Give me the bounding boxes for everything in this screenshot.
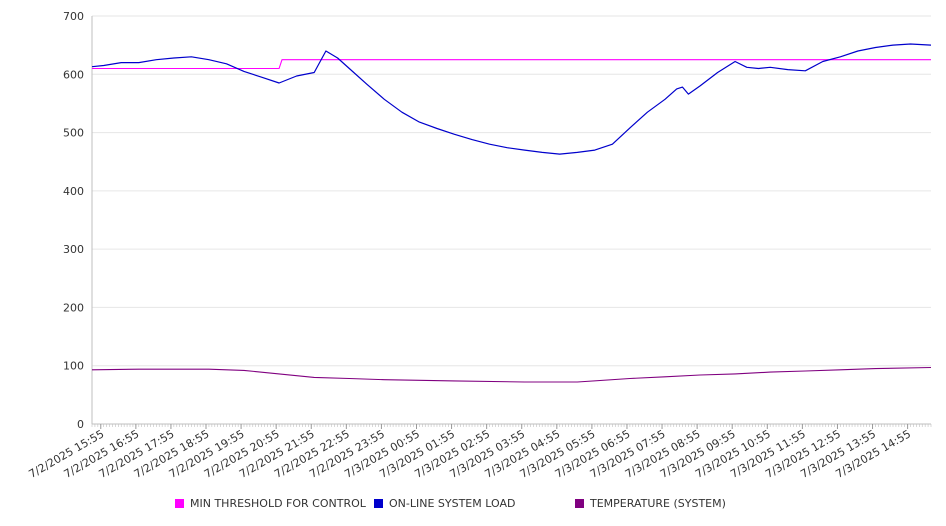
y-tick-label: 700 [63, 10, 84, 23]
legend-label-min-threshold: MIN THRESHOLD FOR CONTROL [190, 497, 366, 510]
x-tick-labels: 7/2/2025 15:557/2/2025 16:557/2/2025 17:… [26, 427, 913, 481]
y-tick-label: 500 [63, 127, 84, 140]
legend-item-temperature[interactable]: TEMPERATURE (SYSTEM) [575, 497, 726, 510]
series-line-temperature [91, 366, 932, 383]
y-tick-label: 100 [63, 360, 84, 373]
axis-layer [91, 16, 932, 429]
legend-item-min-threshold[interactable]: MIN THRESHOLD FOR CONTROL [175, 497, 366, 510]
legend-item-online-system-load[interactable]: ON-LINE SYSTEM LOAD [374, 497, 515, 510]
y-tick-label: 600 [63, 68, 84, 81]
series-layer [91, 43, 932, 383]
y-tick-label: 300 [63, 243, 84, 256]
legend: MIN THRESHOLD FOR CONTROL ON-LINE SYSTEM… [0, 497, 946, 515]
legend-swatch-temperature [575, 499, 584, 508]
series-line-online-system-load [91, 43, 932, 155]
legend-swatch-min-threshold [175, 499, 184, 508]
series-line-min-threshold [92, 59, 931, 70]
legend-swatch-online-system-load [374, 499, 383, 508]
y-tick-label: 0 [77, 418, 84, 431]
y-tick-label: 400 [63, 185, 84, 198]
y-tick-label: 200 [63, 301, 84, 314]
y-tick-labels: 0 100 200 300 400 500 600 700 [63, 10, 84, 431]
legend-label-online-system-load: ON-LINE SYSTEM LOAD [389, 497, 516, 510]
grid-layer [92, 15, 931, 367]
legend-label-temperature: TEMPERATURE (SYSTEM) [590, 497, 726, 510]
